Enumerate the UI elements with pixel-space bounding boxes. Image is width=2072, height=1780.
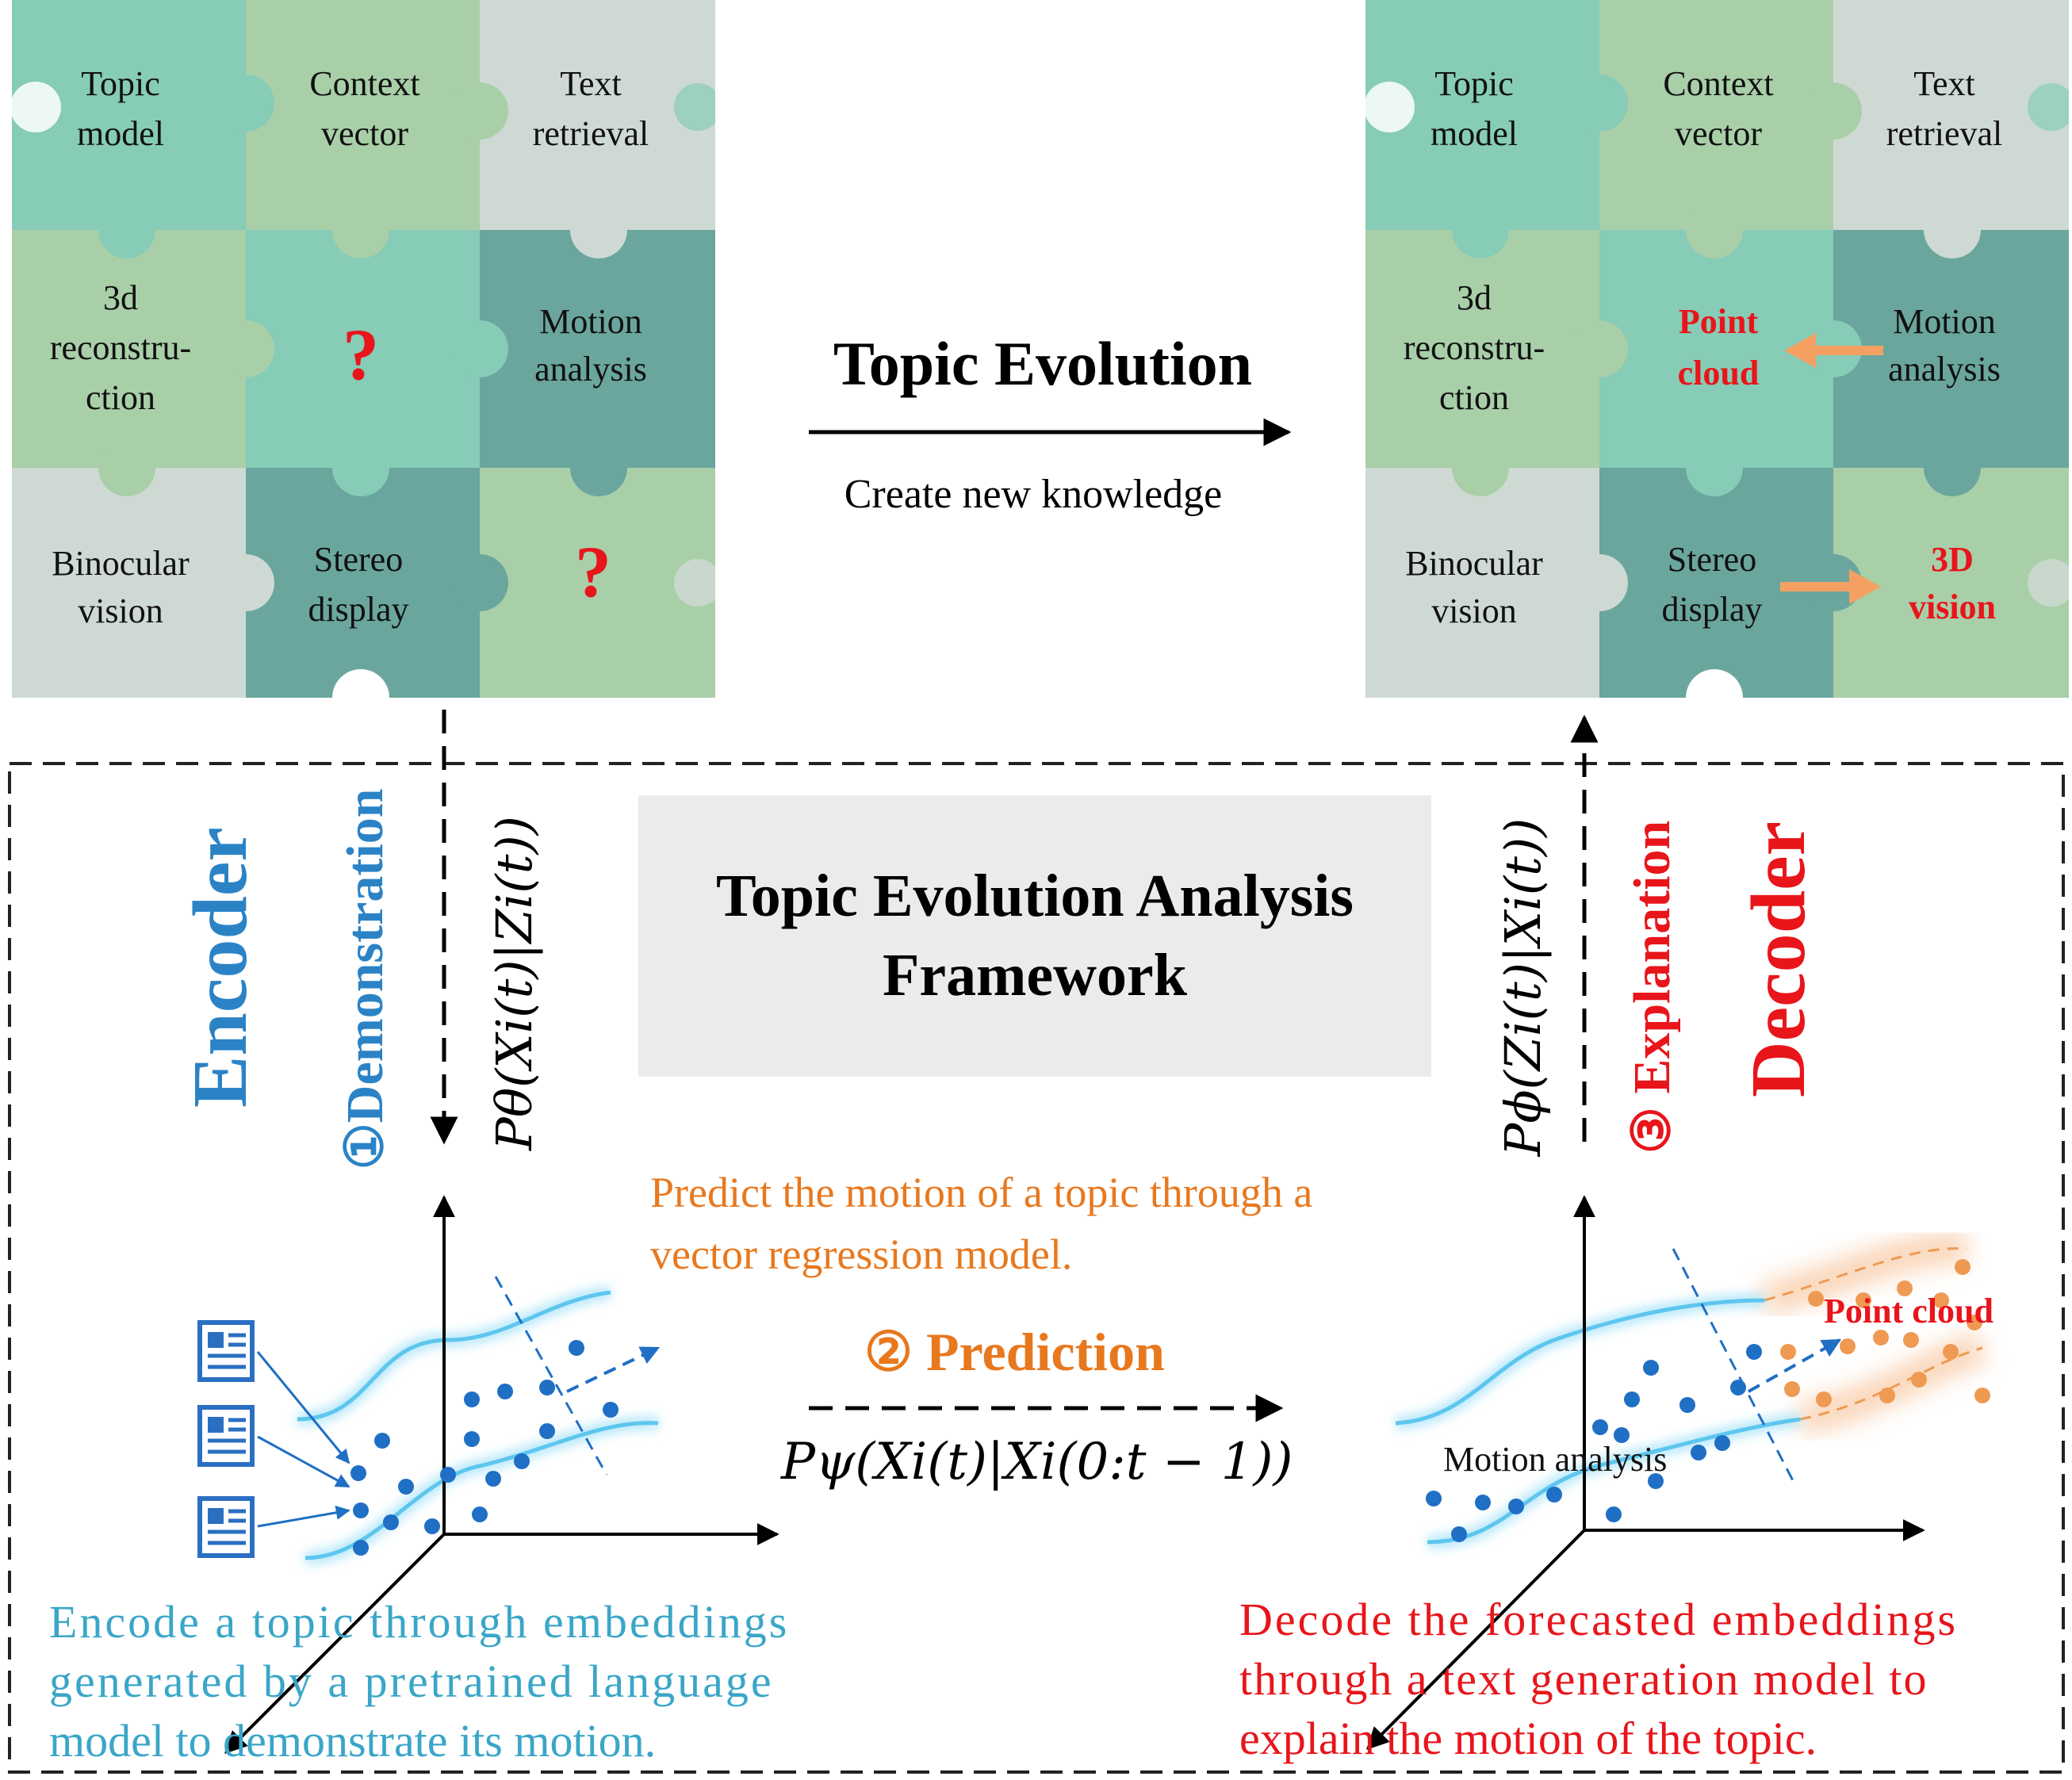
decoder-dots xyxy=(1426,1344,1762,1542)
decoder-formula: Pϕ(Zi(t)|Xi(t)) xyxy=(1494,818,1552,1158)
explanation-step-label: ③ Explanation xyxy=(1623,821,1681,1154)
encoder-axis-z xyxy=(224,1533,446,1754)
topic-evolution-subtitle: Create new knowledge xyxy=(845,472,1222,517)
decoder-time-split xyxy=(1672,1248,1798,1487)
left-binocular-vision-label: Binocular vision xyxy=(52,544,190,630)
decoder-band-lower xyxy=(1427,1417,1801,1545)
right-reconstruction-label: 3d reconstru-ction xyxy=(1404,278,1545,417)
right-puzzle: Topic model Context vector Text retrieval 3… xyxy=(1365,0,2069,698)
document-icon xyxy=(197,1496,255,1558)
encoder-time-split xyxy=(494,1276,608,1476)
framework-title-line2: Framework xyxy=(883,942,1188,1009)
prediction-description-line2: vector regression model. xyxy=(650,1231,1072,1278)
right-binocular-vision-label: Binocular vision xyxy=(1405,544,1543,630)
right-text-retrieval-label: Text retrieval xyxy=(1886,64,2003,153)
decoder-description-line1: Decode the forecasted embeddings xyxy=(1239,1594,1958,1645)
document-icon xyxy=(197,1320,255,1382)
encoder-motion-arrow xyxy=(566,1346,661,1393)
left-unknown-topic-2: ? xyxy=(575,531,611,612)
decoder-plot-point-cloud-label: Point cloud xyxy=(1824,1292,1993,1330)
left-topic-model-label: Topic model xyxy=(77,64,164,153)
demonstration-step-label: ①Demonstration xyxy=(336,789,394,1170)
document-icon xyxy=(197,1405,255,1467)
left-puzzle: Topic model Context vector Text retrieval 3… xyxy=(12,0,715,698)
prediction-formula: Pψ(Xi(t)|Xi(0:t − 1)) xyxy=(780,1433,1293,1491)
encoder-description-line3: model to demonstrate its motion. xyxy=(49,1715,656,1767)
left-unknown-topic-1: ? xyxy=(343,314,379,395)
topic-evolution-title: Topic Evolution xyxy=(833,329,1252,398)
right-stereo-display-label: Stereo display xyxy=(1661,540,1762,629)
framework-title-line1: Topic Evolution Analysis xyxy=(716,863,1354,929)
decoder-forecast-dots xyxy=(1780,1259,1990,1407)
left-stereo-display-label: Stereo display xyxy=(308,540,408,629)
right-topic-model-label: Topic model xyxy=(1430,64,1518,153)
motion-to-point-cloud-arrow xyxy=(1784,333,1883,368)
decoder-description-line2: through a text generation model to xyxy=(1239,1653,1928,1705)
right-point-cloud-label: Point cloud xyxy=(1678,302,1760,392)
document-to-embedding-arrows xyxy=(256,1351,350,1528)
decoder-plot-motion-analysis-label: Motion analysis xyxy=(1443,1440,1667,1479)
encoder-embedding-plot xyxy=(224,1195,779,1754)
prediction-step-label: ② Prediction xyxy=(864,1322,1165,1382)
decoder-description-line3: explain the motion of the topic. xyxy=(1239,1713,1817,1764)
encoder-dots xyxy=(350,1340,619,1556)
framework-title-box xyxy=(638,795,1431,1077)
decoder-axis-z xyxy=(1366,1529,1586,1750)
encoder-label: Encoder xyxy=(178,827,263,1108)
decoder-forecast-plot: Point cloud Motion analysis xyxy=(1366,1195,1993,1750)
left-context-vector-label: Context vector xyxy=(309,64,419,153)
encoder-description-line1: Encode a topic through embeddings xyxy=(49,1596,789,1648)
encoder-band-upper xyxy=(297,1290,611,1422)
left-reconstruction-label: 3d reconstru-ction xyxy=(50,278,191,417)
encoder-formula: Pθ(Xi(t)|Zi(t)) xyxy=(485,816,543,1151)
right-3d-vision-label: 3D vision xyxy=(1909,540,1996,626)
decoder-motion-arrow xyxy=(1748,1338,1842,1393)
decoder-label: Decoder xyxy=(1736,821,1821,1097)
decoder-band-upper xyxy=(1395,1298,1765,1426)
left-motion-analysis-label: Motion analysis xyxy=(534,302,647,389)
prediction-description-line1: Predict the motion of a topic through a xyxy=(650,1169,1312,1216)
right-context-vector-label: Context vector xyxy=(1663,64,1773,153)
encoder-description-line2: generated by a pretrained language xyxy=(49,1656,774,1707)
stereo-to-3d-vision-arrow xyxy=(1780,569,1881,604)
right-motion-analysis-label: Motion analysis xyxy=(1888,302,2001,389)
left-text-retrieval-label: Text retrieval xyxy=(533,64,649,153)
